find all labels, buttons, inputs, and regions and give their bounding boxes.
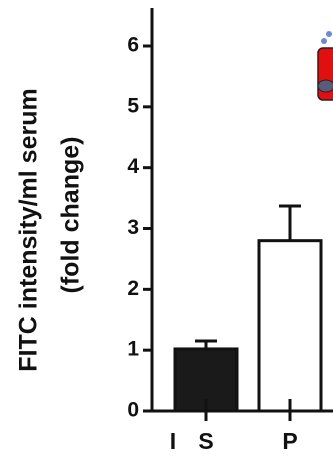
y-tick-label: 6: [127, 34, 139, 57]
x-tick-label: P: [282, 428, 297, 454]
y-tick-label: 5: [127, 94, 139, 117]
y-tick-label: 2: [127, 277, 139, 300]
y-tick-label: 0: [127, 399, 139, 422]
chart: FITC intensity/ml serum (fold change) 0 1…: [0, 0, 333, 460]
y-tick-label: 4: [127, 155, 139, 178]
bar: [259, 241, 321, 411]
x-tick-label: S: [198, 428, 213, 454]
x-annotation: I: [170, 428, 176, 454]
y-tick-label: 1: [127, 338, 139, 361]
cell-icon: [318, 31, 333, 100]
y-axis-subtitle: (fold change): [57, 137, 85, 294]
y-tick-label: 3: [127, 216, 139, 239]
y-axis-title: FITC intensity/ml serum: [15, 88, 43, 371]
